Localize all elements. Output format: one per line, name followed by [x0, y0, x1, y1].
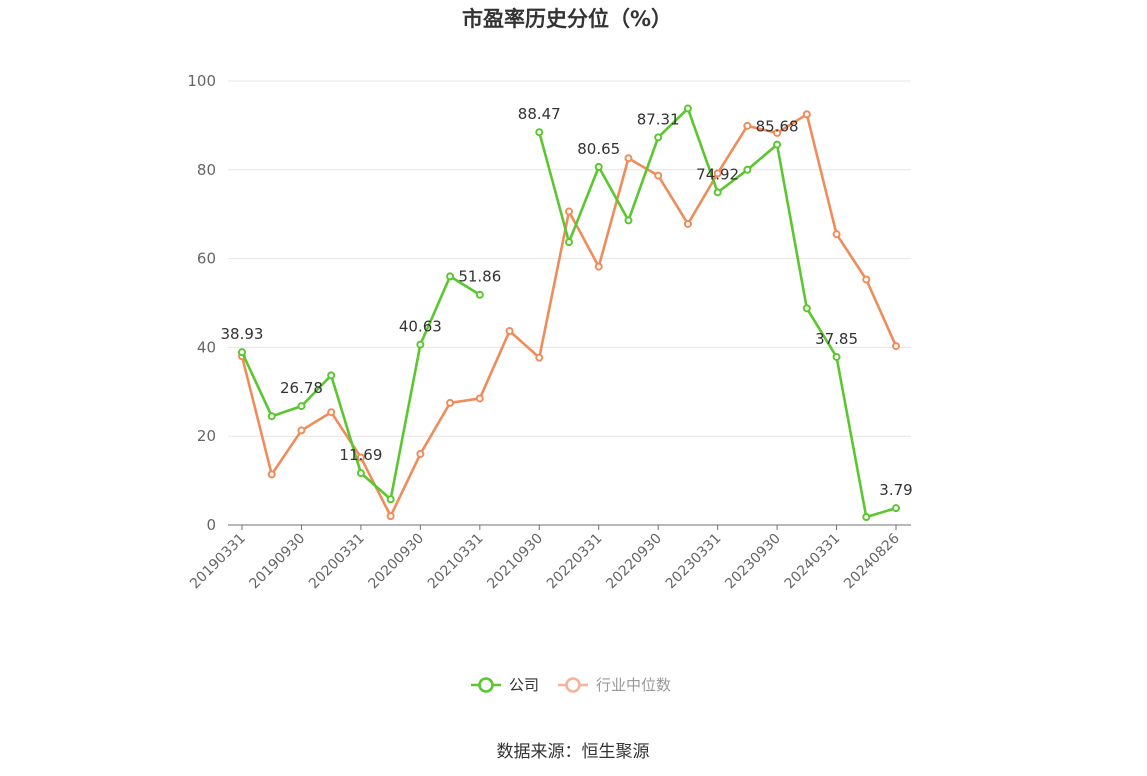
data-point[interactable] — [238, 348, 246, 357]
data-label: 88.47 — [518, 105, 561, 123]
x-tick-label: 20210930 — [484, 531, 546, 593]
data-point[interactable] — [297, 402, 306, 411]
y-tick-label: 60 — [197, 250, 216, 268]
data-point[interactable] — [475, 290, 484, 299]
data-point[interactable] — [773, 128, 782, 137]
data-point[interactable] — [505, 326, 514, 335]
data-label: 85.68 — [756, 118, 799, 136]
legend-label: 行业中位数 — [596, 676, 671, 694]
data-point[interactable] — [683, 219, 692, 228]
data-point[interactable] — [892, 342, 900, 351]
data-point[interactable] — [802, 304, 811, 313]
x-tick-label: 20240331 — [782, 531, 844, 593]
data-point[interactable] — [565, 207, 573, 216]
data-point[interactable] — [446, 398, 455, 407]
data-point[interactable] — [267, 412, 276, 421]
data-point[interactable] — [446, 272, 455, 281]
y-tick-label: 80 — [197, 161, 216, 179]
data-point[interactable] — [862, 275, 871, 284]
data-label: 40.63 — [399, 318, 442, 336]
data-point[interactable] — [356, 453, 365, 462]
data-label: 26.78 — [280, 379, 323, 397]
data-point[interactable] — [713, 169, 722, 178]
legend-marker-icon — [565, 677, 581, 693]
data-point[interactable] — [416, 449, 425, 458]
data-point[interactable] — [535, 128, 544, 137]
x-tick-label: 20190930 — [247, 531, 309, 593]
x-tick-label: 20200331 — [306, 531, 368, 593]
series-0 — [238, 104, 900, 522]
data-point[interactable] — [654, 133, 663, 142]
y-tick-label: 100 — [187, 72, 216, 90]
data-point[interactable] — [594, 162, 603, 171]
data-point[interactable] — [683, 104, 692, 113]
data-point[interactable] — [713, 188, 722, 197]
data-point[interactable] — [565, 238, 573, 247]
data-point[interactable] — [624, 216, 633, 225]
data-label: 37.85 — [815, 330, 858, 348]
data-label: 87.31 — [637, 110, 680, 128]
y-tick-label: 40 — [197, 338, 216, 356]
data-point[interactable] — [416, 340, 425, 349]
data-label: 38.93 — [221, 325, 264, 343]
legend-item-1[interactable]: 行业中位数 — [558, 676, 671, 694]
data-point[interactable] — [594, 262, 603, 271]
chart-title: 市盈率历史分位（%） — [462, 7, 672, 31]
legend-marker-icon — [478, 677, 494, 693]
y-tick-label: 20 — [197, 427, 216, 445]
data-point[interactable] — [743, 165, 752, 174]
x-tick-label: 20190331 — [187, 531, 249, 593]
data-point[interactable] — [743, 121, 752, 130]
x-tick-label: 20210331 — [425, 531, 487, 593]
legend-label: 公司 — [509, 676, 539, 694]
data-point[interactable] — [832, 230, 841, 239]
series-1 — [238, 110, 900, 521]
data-point[interactable] — [386, 512, 395, 521]
data-point[interactable] — [862, 513, 871, 522]
x-tick-label: 20200930 — [365, 531, 427, 593]
data-point[interactable] — [773, 140, 782, 149]
data-source: 数据来源：恒生聚源 — [497, 742, 650, 762]
data-label: 51.86 — [458, 268, 501, 286]
data-point[interactable] — [654, 171, 663, 180]
data-point[interactable] — [802, 110, 811, 119]
data-point[interactable] — [386, 495, 395, 504]
x-tick-label: 20220331 — [544, 531, 606, 593]
x-tick-label: 20230331 — [663, 531, 725, 593]
y-tick-label: 0 — [206, 516, 216, 534]
data-point[interactable] — [356, 469, 365, 478]
x-tick-label: 20230930 — [722, 531, 784, 593]
data-point[interactable] — [832, 352, 841, 361]
data-label: 3.79 — [879, 481, 912, 499]
x-tick-label: 20220930 — [603, 531, 665, 593]
data-point[interactable] — [327, 371, 336, 380]
data-point[interactable] — [892, 504, 900, 513]
legend-item-0[interactable]: 公司 — [471, 676, 539, 694]
data-label: 74.92 — [696, 165, 739, 183]
data-point[interactable] — [624, 154, 633, 163]
data-label: 11.69 — [339, 446, 382, 464]
data-point[interactable] — [297, 426, 306, 435]
x-tick-label: 20240826 — [841, 530, 903, 592]
data-label: 80.65 — [577, 140, 620, 158]
data-point[interactable] — [267, 470, 276, 479]
data-point[interactable] — [475, 394, 484, 403]
data-point[interactable] — [327, 408, 336, 417]
data-point[interactable] — [535, 353, 544, 362]
